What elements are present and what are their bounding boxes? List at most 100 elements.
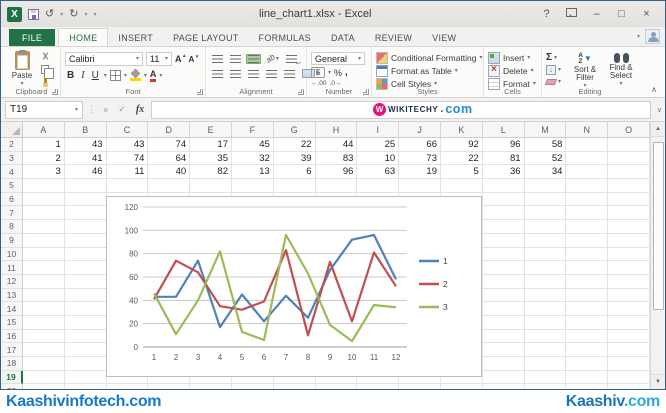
cell-G5[interactable] bbox=[273, 179, 316, 193]
cell-J19[interactable] bbox=[399, 370, 441, 385]
cell-E5[interactable] bbox=[190, 179, 232, 193]
row-header-13[interactable]: 13 bbox=[1, 288, 23, 303]
cell-A18[interactable] bbox=[23, 357, 65, 371]
conditional-formatting-button[interactable]: Conditional Formatting ▾ bbox=[376, 52, 483, 64]
row-header-6[interactable]: 6 bbox=[1, 192, 23, 207]
cell-B12[interactable] bbox=[64, 274, 107, 289]
cell-L5[interactable] bbox=[482, 179, 525, 193]
cell-A11[interactable] bbox=[23, 261, 65, 275]
cell-O7[interactable] bbox=[608, 206, 650, 221]
borders-button[interactable] bbox=[109, 70, 121, 81]
percent-style-button[interactable]: % bbox=[334, 67, 343, 78]
cut-button[interactable] bbox=[41, 52, 54, 62]
font-color-button[interactable]: A bbox=[149, 69, 156, 82]
redo-caret-icon[interactable]: ▾ bbox=[84, 11, 88, 18]
cell-A6[interactable] bbox=[23, 192, 65, 207]
cell-L4[interactable]: 36 bbox=[482, 165, 525, 180]
cell-F20[interactable] bbox=[232, 384, 274, 389]
cell-O13[interactable] bbox=[608, 288, 650, 303]
splitter-icon[interactable]: ⋮ bbox=[87, 104, 96, 114]
row-header-16[interactable]: 16 bbox=[1, 329, 23, 344]
comma-style-button[interactable]: , bbox=[345, 67, 348, 78]
cell-D20[interactable] bbox=[148, 384, 191, 389]
cell-A19[interactable] bbox=[23, 370, 65, 385]
cell-K19[interactable] bbox=[440, 370, 483, 385]
row-header-7[interactable]: 7 bbox=[1, 206, 23, 221]
tab-data[interactable]: DATA bbox=[330, 33, 355, 43]
decrease-decimal-button[interactable]: .0→ bbox=[329, 80, 342, 87]
delete-button[interactable]: Delete▾ bbox=[488, 64, 536, 77]
cell-M19[interactable] bbox=[524, 370, 567, 385]
line-chart-object[interactable]: 0 20 40 60 80 100 120 1 2 3 4 5 6 7 8 9 10 11 12 1 2 3 bbox=[106, 196, 482, 377]
cell-M16[interactable] bbox=[524, 329, 567, 344]
align-center-button[interactable] bbox=[228, 69, 243, 79]
column-header-m[interactable]: M bbox=[525, 122, 567, 137]
cell-O2[interactable] bbox=[608, 138, 650, 152]
increase-indent-button[interactable] bbox=[282, 69, 297, 79]
cell-N18[interactable] bbox=[566, 357, 609, 371]
clear-button[interactable]: ▾ bbox=[544, 77, 565, 87]
find-select-button[interactable]: Find & Select ▾ bbox=[604, 52, 638, 87]
cell-O11[interactable] bbox=[608, 261, 650, 275]
ribbon-display-options-button[interactable] bbox=[559, 5, 584, 25]
decrease-font-button[interactable]: A bbox=[189, 54, 199, 64]
cell-A14[interactable] bbox=[23, 302, 65, 316]
sort-filter-button[interactable]: A Z ▼ Sort & Filter ▾ bbox=[568, 52, 602, 89]
cell-G20[interactable] bbox=[274, 384, 316, 389]
cell-K4[interactable]: 5 bbox=[440, 165, 483, 180]
merge-center-button[interactable]: ▾ bbox=[300, 68, 321, 79]
cell-L15[interactable] bbox=[482, 315, 525, 330]
cell-O19[interactable] bbox=[608, 370, 650, 385]
column-header-l[interactable]: L bbox=[483, 122, 525, 137]
collapse-ribbon-button[interactable]: ∧ bbox=[651, 85, 657, 94]
tab-view[interactable]: VIEW bbox=[432, 33, 457, 43]
cell-K5[interactable] bbox=[440, 179, 483, 193]
increase-font-button[interactable]: A bbox=[175, 53, 186, 64]
cell-O4[interactable] bbox=[608, 165, 650, 180]
cell-M13[interactable] bbox=[524, 288, 567, 303]
cell-N4[interactable] bbox=[566, 165, 609, 180]
cell-L18[interactable] bbox=[482, 357, 525, 371]
cell-I19[interactable] bbox=[357, 370, 400, 385]
cell-O12[interactable] bbox=[608, 274, 650, 289]
cell-M5[interactable] bbox=[524, 179, 567, 193]
cell-G3[interactable]: 39 bbox=[273, 151, 316, 166]
column-header-j[interactable]: J bbox=[399, 122, 441, 137]
cell-C19[interactable] bbox=[106, 370, 149, 385]
insert-button[interactable]: Insert ▾ bbox=[488, 52, 536, 64]
insert-function-button[interactable]: fx bbox=[135, 104, 145, 115]
cell-C3[interactable]: 74 bbox=[106, 151, 149, 166]
enter-button[interactable]: ✓ bbox=[118, 104, 126, 114]
clipboard-dialog-launcher-icon[interactable] bbox=[52, 89, 58, 95]
cell-A16[interactable] bbox=[23, 329, 65, 344]
cell-M14[interactable] bbox=[524, 302, 567, 316]
cell-B20[interactable] bbox=[65, 384, 107, 389]
cell-J2[interactable]: 66 bbox=[399, 138, 441, 152]
tab-page-layout[interactable]: PAGE LAYOUT bbox=[173, 33, 239, 43]
row-header-3[interactable]: 3 bbox=[1, 151, 23, 166]
column-header-n[interactable]: N bbox=[566, 122, 609, 137]
cell-A10[interactable] bbox=[23, 247, 65, 262]
row-header-9[interactable]: 9 bbox=[1, 233, 23, 248]
cell-N10[interactable] bbox=[566, 247, 609, 262]
cell-E3[interactable]: 35 bbox=[190, 151, 232, 166]
cell-L16[interactable] bbox=[482, 329, 525, 344]
italic-button[interactable]: I bbox=[81, 70, 85, 81]
tab-formulas[interactable]: FORMULAS bbox=[258, 33, 311, 43]
cell-N6[interactable] bbox=[566, 192, 609, 207]
excel-app-icon[interactable]: X bbox=[7, 6, 22, 22]
cell-A12[interactable] bbox=[23, 274, 65, 289]
cancel-button[interactable]: × bbox=[103, 104, 109, 115]
cell-B6[interactable] bbox=[64, 192, 107, 207]
row-header-5[interactable]: 5 bbox=[1, 179, 23, 193]
cell-B10[interactable] bbox=[64, 247, 107, 262]
cell-B9[interactable] bbox=[64, 233, 107, 248]
autosum-button[interactable]: Σ ▾ bbox=[546, 52, 565, 63]
cell-B18[interactable] bbox=[64, 357, 107, 371]
cell-N8[interactable] bbox=[566, 220, 609, 234]
cell-L19[interactable] bbox=[482, 370, 525, 385]
cell-M9[interactable] bbox=[524, 233, 567, 248]
underline-caret-icon[interactable]: ▾ bbox=[103, 72, 107, 79]
cell-N17[interactable] bbox=[566, 343, 609, 357]
cell-B5[interactable] bbox=[64, 179, 107, 193]
